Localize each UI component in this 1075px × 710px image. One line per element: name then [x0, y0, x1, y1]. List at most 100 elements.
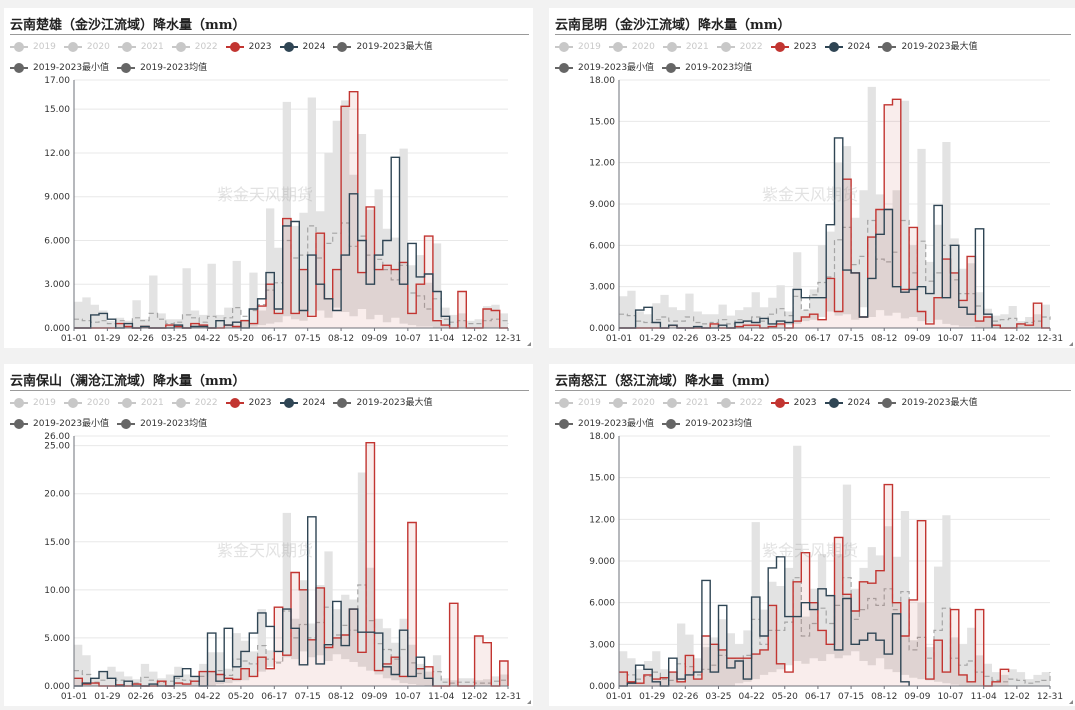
legend-marker-icon: [333, 398, 352, 408]
x-tick-label: 01-01: [61, 692, 87, 702]
legend-item-2022[interactable]: 2022: [171, 394, 218, 412]
resize-handle[interactable]: [527, 700, 531, 704]
legend-item-max[interactable]: 2019-2023最大值: [333, 38, 433, 56]
y-tick-label: 20.00: [44, 490, 70, 500]
series-avg-line: [619, 577, 1051, 684]
legend-item-2020[interactable]: 2020: [608, 394, 655, 412]
legend-item-max[interactable]: 2019-2023最大值: [878, 38, 978, 56]
legend-item-2021[interactable]: 2021: [662, 38, 709, 56]
legend-label: 2019: [578, 398, 601, 408]
legend-item-2024[interactable]: 2024: [279, 38, 326, 56]
x-tick-label: 05-20: [228, 334, 254, 344]
legend-item-2020[interactable]: 2020: [63, 394, 110, 412]
legend-item-2020[interactable]: 2020: [63, 38, 110, 56]
legend-item-2019[interactable]: 2019: [10, 394, 56, 412]
legend-item-max[interactable]: 2019-2023最大值: [878, 394, 978, 412]
legend-item-2024[interactable]: 2024: [279, 394, 325, 412]
legend-item-2023[interactable]: 2023: [225, 38, 272, 56]
x-tick-label: 11-04: [428, 692, 454, 702]
legend-marker-icon: [824, 42, 843, 52]
x-tick-label: 03-25: [705, 692, 731, 702]
legend-item-avg[interactable]: 2019-2023均值: [117, 59, 207, 77]
y-tick-label: 9.000: [44, 193, 70, 203]
legend-item-min[interactable]: 2019-2023最小值: [10, 415, 109, 433]
x-tick-label: 10-07: [937, 334, 963, 344]
legend-marker-icon: [716, 398, 735, 408]
legend-item-2019[interactable]: 2019: [555, 394, 601, 412]
resize-handle[interactable]: [1069, 700, 1073, 704]
chart-panel-nujiang: 云南怒江（怒江流域）降水量（mm） 2019 2020 2021 2022 2023 20…: [549, 364, 1075, 706]
legend-marker-icon: [555, 42, 573, 52]
y-tick-label: 0.000: [589, 682, 615, 692]
x-tick-label: 04-22: [194, 334, 220, 344]
legend-label: 2019-2023最小值: [33, 419, 110, 429]
x-tick-label: 04-22: [739, 692, 765, 702]
x-tick-label: 02-26: [672, 692, 698, 702]
legend-item-min[interactable]: 2019-2023最小值: [555, 415, 654, 433]
legend-item-2019[interactable]: 2019: [10, 38, 56, 56]
x-tick-label: 10-07: [395, 334, 421, 344]
legend-item-avg[interactable]: 2019-2023均值: [662, 59, 752, 77]
legend-item-max[interactable]: 2019-2023最大值: [333, 394, 433, 412]
legend-item-min[interactable]: 2019-2023最小值: [555, 59, 654, 77]
legend-item-2021[interactable]: 2021: [662, 394, 709, 412]
x-tick-label: 12-02: [462, 692, 488, 702]
legend-label: 2022: [739, 42, 763, 52]
legend-label: 2019-2023最大值: [356, 42, 433, 52]
y-tick-label: 12.00: [589, 159, 615, 169]
chart-plot: 0.000 3.000 6.000 9.000 12.00 15.00 18.00 01-01…: [589, 432, 1063, 702]
legend-marker-icon: [333, 42, 352, 52]
legend-item-min[interactable]: 2019-2023最小值: [10, 59, 109, 77]
legend-label: 2024: [302, 42, 326, 52]
legend-marker-icon: [555, 419, 573, 429]
x-tick-label: 01-01: [606, 692, 632, 702]
legend-label: 2023: [793, 42, 817, 52]
x-tick-label: 10-07: [395, 692, 421, 702]
legend-item-2022[interactable]: 2022: [171, 38, 218, 56]
x-tick-label: 12-02: [1004, 334, 1030, 344]
legend-item-2024[interactable]: 2024: [824, 38, 870, 56]
legend-item-2021[interactable]: 2021: [117, 38, 164, 56]
legend-label: 2020: [631, 398, 655, 408]
chart-legend[interactable]: 2019 2020 2021 2022 2023 2024 2019-2023最大值 2019…: [10, 394, 520, 436]
x-tick-label: 10-07: [937, 692, 963, 702]
chart-panel-baoshan: 云南保山（澜沧江流域）降水量（mm） 2019 2020 2021 2022 2023 2…: [4, 364, 533, 706]
legend-item-2021[interactable]: 2021: [117, 394, 164, 412]
y-tick-label: 12.00: [44, 149, 70, 159]
x-tick-label: 04-22: [194, 692, 220, 702]
chart-panel-kunming: 云南昆明（金沙江流域）降水量（mm） 2019 2020 2021 2022 2023 2…: [549, 8, 1075, 348]
chart-legend[interactable]: 2019 2020 2021 2022 2023 2024 2019-2023最大值 2019…: [555, 38, 1065, 80]
legend-marker-icon: [10, 419, 28, 429]
legend-item-2022[interactable]: 2022: [716, 394, 763, 412]
x-tick-label: 01-29: [639, 334, 665, 344]
legend-label: 2021: [140, 398, 164, 408]
x-tick-label: 11-04: [428, 334, 454, 344]
resize-handle[interactable]: [527, 342, 531, 346]
legend-item-2019[interactable]: 2019: [555, 38, 601, 56]
chart-plot: 0.000 3.000 6.000 9.000 12.00 15.00 18.00 01-01…: [589, 76, 1063, 344]
x-tick-label: 11-04: [971, 692, 997, 702]
legend-label: 2019-2023均值: [685, 419, 753, 429]
chart-legend[interactable]: 2019 2020 2021 2022 2023 2024 2019-2023最大值 2019…: [555, 394, 1065, 436]
x-tick-label: 05-20: [772, 334, 798, 344]
legend-item-2022[interactable]: 2022: [716, 38, 763, 56]
x-tick-label: 06-17: [261, 334, 287, 344]
legend-item-2020[interactable]: 2020: [608, 38, 655, 56]
y-tick-label: 6.000: [44, 236, 70, 246]
legend-item-2023[interactable]: 2023: [770, 394, 817, 412]
y-tick-label: 15.00: [44, 105, 70, 115]
chart-title: 云南昆明（金沙江流域）降水量（mm）: [555, 18, 791, 33]
legend-item-2023[interactable]: 2023: [225, 394, 272, 412]
watermark: 紫金天风期货: [762, 185, 859, 204]
resize-handle[interactable]: [1069, 342, 1073, 346]
legend-marker-icon: [662, 42, 681, 52]
x-tick-label: 07-15: [295, 334, 321, 344]
legend-marker-icon: [279, 42, 298, 52]
legend-item-2023[interactable]: 2023: [770, 38, 817, 56]
legend-item-avg[interactable]: 2019-2023均值: [662, 415, 752, 433]
legend-item-2024[interactable]: 2024: [824, 394, 870, 412]
legend-item-avg[interactable]: 2019-2023均值: [117, 415, 207, 433]
y-tick-label: 5.000: [44, 634, 70, 644]
chart-legend[interactable]: 2019 2020 2021 2022 2023 2024 2019-2023最大值 2019…: [10, 38, 520, 80]
